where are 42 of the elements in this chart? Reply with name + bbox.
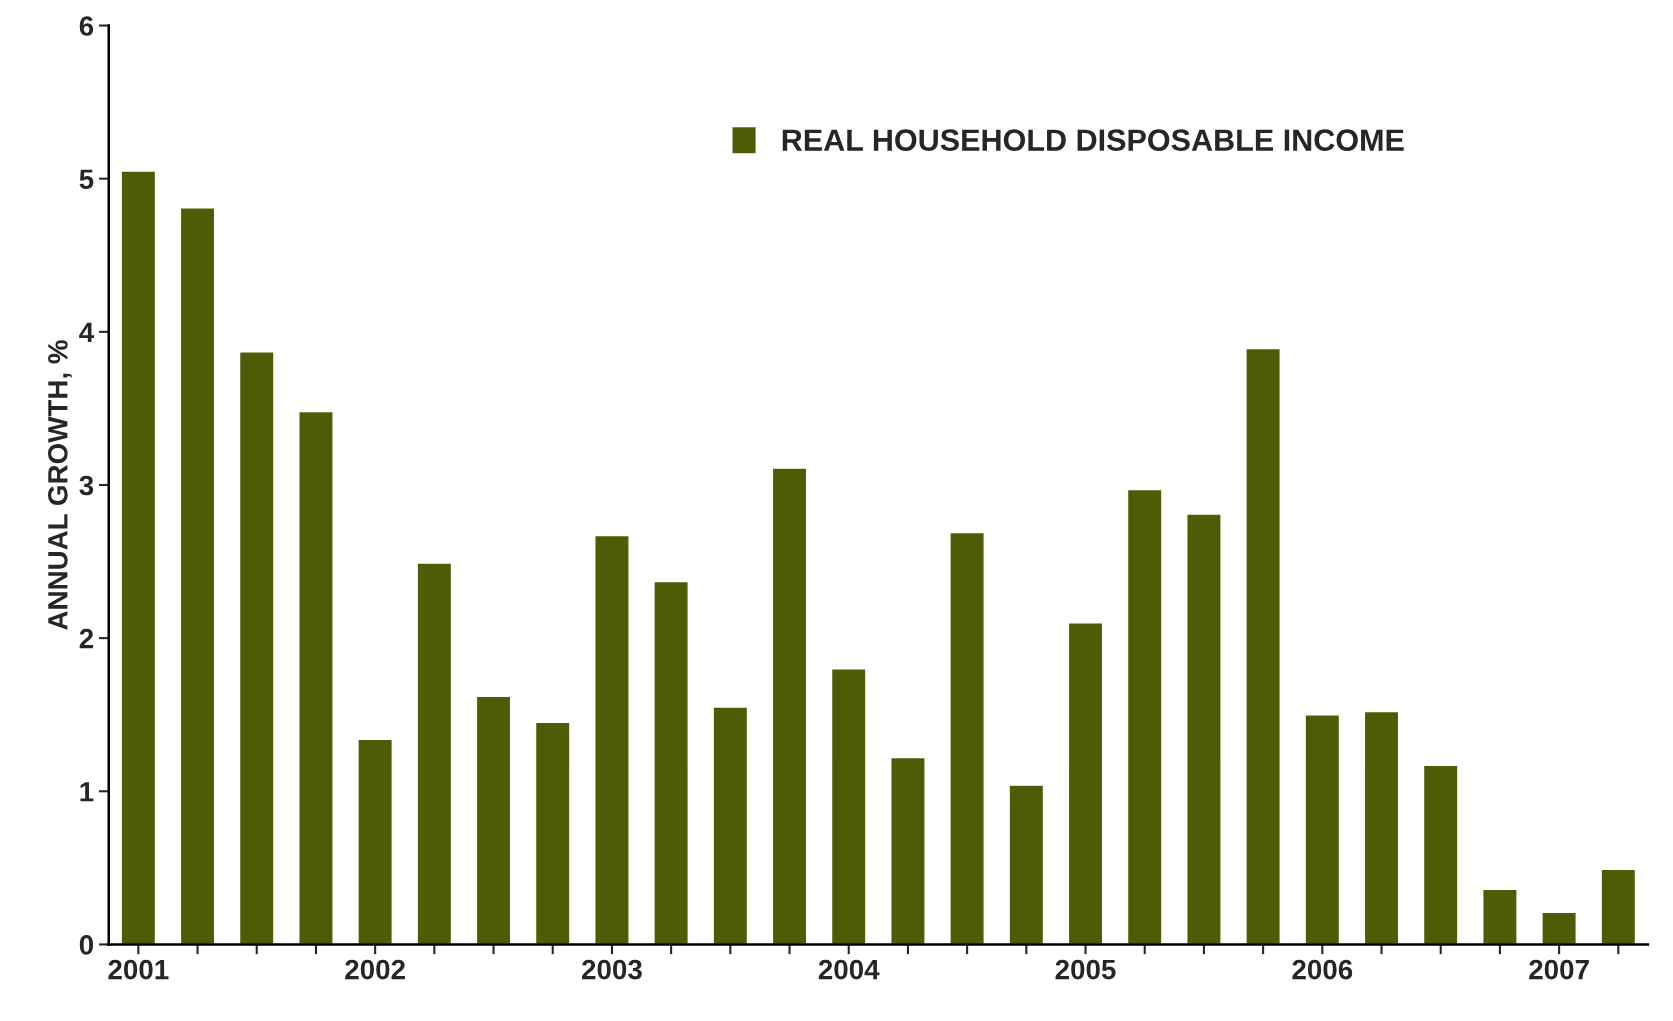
bar: [1186, 513, 1222, 945]
bar: [120, 170, 157, 945]
x-tick-label: 2006: [1292, 959, 1353, 980]
bar: [1422, 764, 1459, 945]
x-tick-label: 2002: [345, 959, 405, 980]
y-tick-label: 4: [79, 322, 95, 342]
bar: [712, 706, 749, 945]
bar: [238, 351, 275, 945]
legend-label: REAL HOUSEHOLD DISPOSABLE INCOME: [782, 129, 1404, 151]
bar: [653, 580, 689, 945]
bar: [830, 668, 867, 945]
bar: [475, 695, 512, 945]
y-tick-label: 3: [79, 475, 94, 496]
x-tick-label: 2005: [1055, 959, 1116, 980]
y-tick-label: 0: [79, 935, 94, 955]
x-tick-label: 2004: [818, 959, 880, 980]
y-tick-label: 2: [79, 628, 94, 649]
bar: [1126, 488, 1163, 945]
bar: [357, 738, 394, 945]
bar: [1482, 888, 1518, 945]
bar: [1067, 622, 1104, 945]
x-tick-label: 2003: [582, 959, 642, 980]
bar: [1008, 784, 1045, 945]
bar: [298, 410, 334, 945]
x-tick-label: 2007: [1529, 959, 1589, 980]
bar: [771, 467, 808, 945]
y-tick-label: 6: [79, 16, 94, 36]
y-tick-label: 1: [80, 782, 94, 802]
bar: [949, 531, 985, 945]
y-tick-label: 5: [79, 169, 94, 190]
bar: [1541, 911, 1577, 945]
bar: [1304, 714, 1341, 945]
bar: [1245, 347, 1281, 945]
bar: [179, 207, 216, 945]
bar: [890, 756, 926, 945]
bar: [534, 721, 571, 945]
x-tick-label: 2001: [108, 959, 169, 980]
bar: [416, 562, 453, 945]
bar: [594, 534, 630, 945]
bar: [1363, 710, 1400, 945]
bar: [1600, 868, 1637, 945]
y-axis-title: ANNUAL GROWTH, %: [48, 340, 72, 630]
